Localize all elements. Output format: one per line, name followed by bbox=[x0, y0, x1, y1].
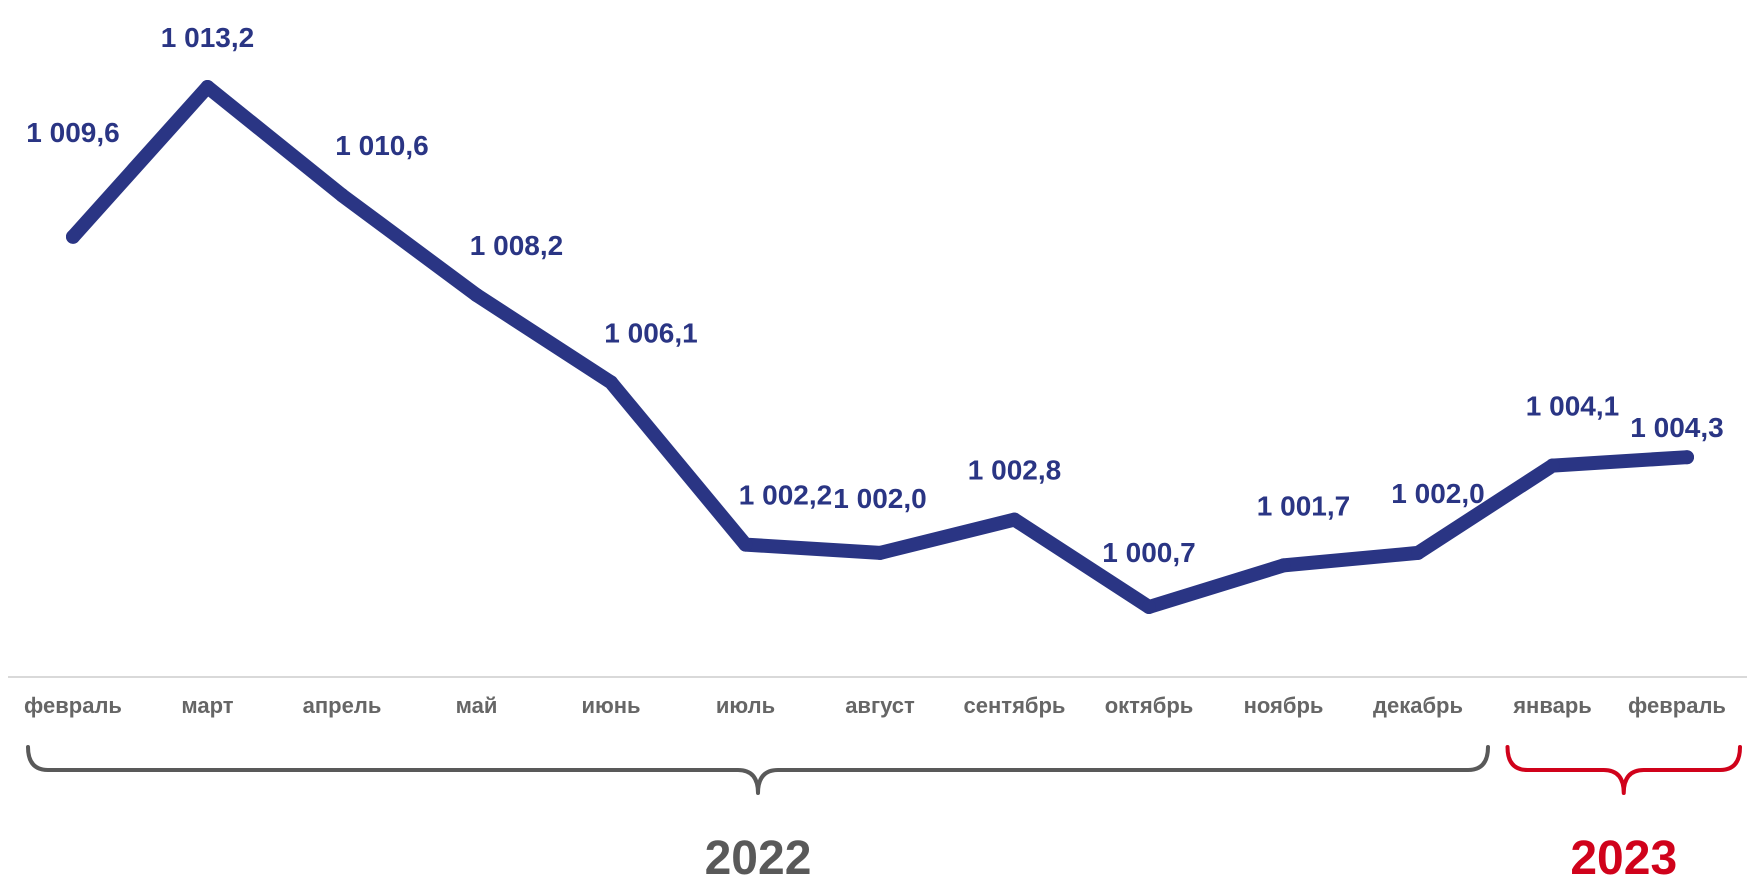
value-label: 1 002,8 bbox=[968, 455, 1061, 486]
value-label: 1 006,1 bbox=[604, 317, 697, 348]
x-tick-label: ноябрь bbox=[1244, 693, 1324, 718]
data-point bbox=[604, 375, 618, 390]
value-label: 1 009,6 bbox=[26, 117, 119, 148]
value-label: 1 001,7 bbox=[1257, 490, 1350, 521]
x-tick-label: декабрь bbox=[1373, 693, 1463, 718]
data-point bbox=[335, 188, 349, 203]
x-tick-label: апрель bbox=[303, 693, 382, 718]
value-label: 1 002,0 bbox=[833, 483, 926, 514]
value-label: 1 004,3 bbox=[1630, 412, 1723, 443]
value-label: 1 002,2 bbox=[739, 480, 832, 511]
value-label: 1 013,2 bbox=[161, 22, 254, 53]
value-label: 1 008,2 bbox=[470, 230, 563, 261]
year-labels: 2022 2023 bbox=[705, 832, 1678, 881]
year-brace bbox=[26, 745, 1490, 795]
year-brace bbox=[1505, 745, 1742, 795]
data-point bbox=[1411, 545, 1425, 560]
x-tick-label: сентябрь bbox=[964, 693, 1066, 718]
x-tick-label: май bbox=[456, 693, 498, 718]
x-tick-label: июль bbox=[716, 693, 775, 718]
x-tick-label: октябрь bbox=[1105, 693, 1194, 718]
data-point bbox=[469, 288, 484, 302]
x-tick-label: август bbox=[845, 693, 915, 718]
data-point bbox=[200, 80, 215, 94]
value-label: 1 002,0 bbox=[1391, 478, 1484, 509]
data-point bbox=[1142, 600, 1156, 614]
x-tick-label: февраль bbox=[24, 693, 122, 718]
year-braces bbox=[26, 745, 1742, 795]
data-point bbox=[738, 537, 753, 552]
year-label: 2022 bbox=[705, 832, 812, 881]
x-tick-label: февраль bbox=[1628, 693, 1726, 718]
data-point bbox=[66, 229, 80, 244]
series-line bbox=[66, 80, 1694, 614]
data-point bbox=[1545, 458, 1560, 473]
x-axis-tick-labels: февраль март апрель май июнь июль август сентяб… bbox=[24, 693, 1726, 718]
value-label: 1 004,1 bbox=[1526, 391, 1619, 422]
data-point bbox=[873, 545, 887, 560]
data-point bbox=[1007, 512, 1022, 527]
value-label: 1 000,7 bbox=[1102, 537, 1195, 568]
value-labels: 1 009,6 1 013,2 1 010,6 1 008,2 1 006,1 1 002… bbox=[26, 22, 1723, 568]
data-point bbox=[1680, 450, 1694, 465]
x-tick-label: март bbox=[181, 693, 233, 718]
data-point bbox=[1276, 558, 1291, 573]
year-label: 2023 bbox=[1570, 832, 1677, 881]
x-tick-label: июнь bbox=[581, 693, 640, 718]
x-tick-label: январь bbox=[1512, 693, 1592, 718]
value-label: 1 010,6 bbox=[335, 130, 428, 161]
